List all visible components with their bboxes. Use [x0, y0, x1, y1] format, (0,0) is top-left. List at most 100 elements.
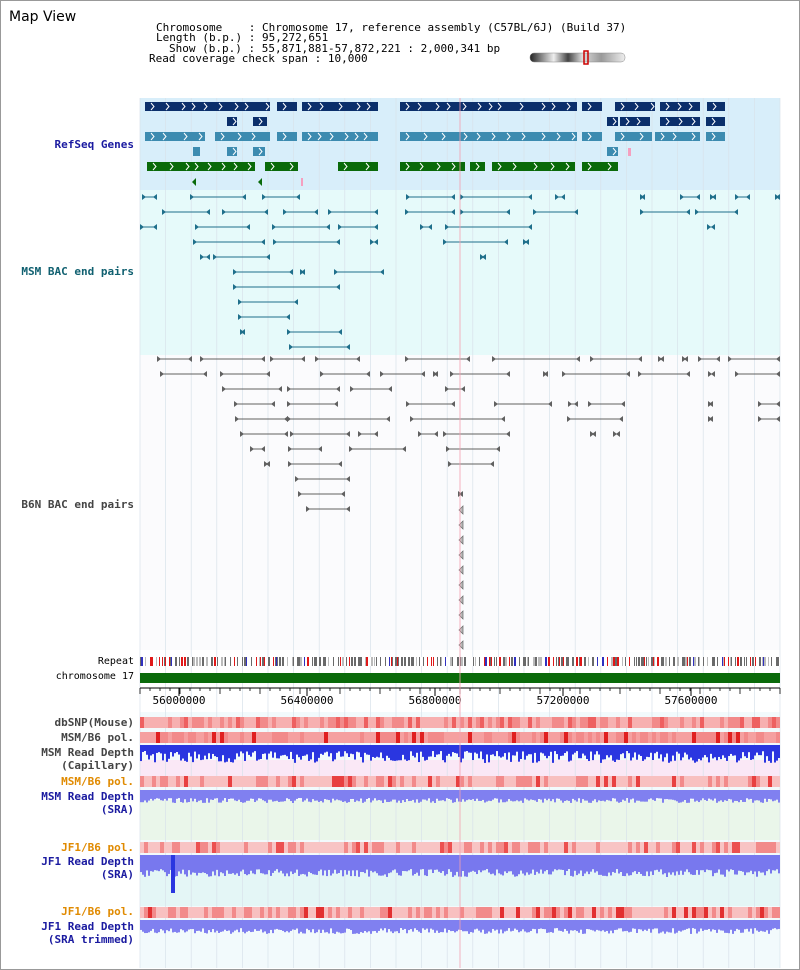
heat-cell: [156, 732, 160, 743]
heat-cell: [308, 776, 312, 787]
jf1-trim-depth-bar: [468, 920, 470, 934]
jf1-trim-depth-bar: [388, 920, 390, 930]
capillary-depth-bar: [246, 745, 248, 752]
msm-sra-depth-bar: [246, 790, 248, 801]
heat-cell: [732, 907, 736, 918]
jf1-trim-depth-bar: [330, 920, 332, 929]
jf1-sra-depth-bar: [186, 855, 188, 877]
heat-cell: [144, 842, 148, 853]
gene-block: [227, 117, 237, 126]
jf1-sra-depth-bar: [712, 855, 714, 877]
jf1-trim-depth-bar: [738, 920, 740, 930]
gene-block: [470, 162, 485, 171]
msm-bac-pair-features[interactable]: [140, 194, 780, 350]
jf1-trim-depth-bar: [412, 920, 414, 932]
msm-sra-depth-bar: [462, 790, 464, 800]
b6n-pair-end: [266, 461, 270, 467]
gene-block: [620, 117, 650, 126]
heat-cell: [708, 907, 712, 918]
jf1-sra-depth-bar: [732, 855, 734, 870]
heat-cell: [324, 732, 328, 743]
b6n-pair-end: [443, 431, 447, 437]
repeat-feature: [416, 657, 417, 666]
repeat-feature: [282, 657, 284, 666]
capillary-depth-bar: [372, 745, 374, 757]
jf1-sra-depth-bar: [444, 855, 446, 876]
jf1-sra-depth-bar: [602, 855, 604, 876]
capillary-depth-bar: [718, 745, 720, 757]
gene-arrow: [289, 162, 294, 171]
jf1-sra-depth-bar: [534, 855, 536, 875]
jf1-trim-depth-bar: [458, 920, 460, 930]
jf1-trim-depth-bar: [770, 920, 772, 931]
capillary-depth-bar: [652, 745, 654, 761]
jf1-sra-depth-bar: [708, 855, 710, 871]
msm-pair-end: [193, 239, 197, 245]
chromosome-ideogram[interactable]: [529, 50, 626, 65]
capillary-depth-bar: [332, 745, 334, 762]
heat-cell: [676, 907, 680, 918]
msm-pair-end: [451, 194, 455, 200]
msm-sra-depth-bar: [626, 790, 628, 799]
refseq-gene-features[interactable]: [145, 102, 725, 186]
heat-cell: [664, 907, 668, 918]
heat-cell: [336, 717, 340, 728]
heat-cell: [680, 907, 684, 918]
heat-cell: [528, 842, 532, 853]
heat-cell: [604, 717, 608, 728]
msm-sra-depth-bar: [428, 790, 430, 799]
label-msm-bac: MSM BAC end pairs: [21, 265, 134, 278]
heat-cell: [524, 842, 528, 853]
heat-cell: [172, 776, 176, 787]
repeat-feature: [411, 657, 413, 666]
jf1-trim-depth-bar: [184, 920, 186, 933]
heat-cell: [184, 842, 188, 853]
heat-cell: [752, 776, 756, 787]
heat-cell: [768, 907, 772, 918]
heat-cell: [524, 907, 528, 918]
msm-sra-depth-bar: [520, 790, 522, 801]
heat-cell: [692, 717, 696, 728]
jf1-sra-depth-bar: [364, 855, 366, 874]
heat-cell: [488, 717, 492, 728]
heat-cell: [472, 732, 476, 743]
jf1-sra-depth-bar: [562, 855, 564, 870]
msm-pair-end: [242, 194, 246, 200]
jf1-sra-depth-bar: [660, 855, 662, 870]
repeat-feature: [561, 657, 562, 666]
jf1-trim-depth-bar: [214, 920, 216, 933]
capillary-depth-bar: [630, 745, 632, 761]
heat-cell: [292, 907, 296, 918]
heat-cell: [556, 732, 560, 743]
gene-arrow: [497, 102, 502, 111]
b6n-pair-end: [568, 401, 572, 407]
repeat-feature: [333, 657, 334, 666]
repeat-feature: [338, 657, 339, 666]
jf1-sra-depth-bar: [324, 855, 326, 871]
capillary-depth-bar: [292, 745, 294, 760]
repeat-feature: [376, 657, 377, 666]
jf1-trim-depth-bar: [762, 920, 764, 932]
repeat-feature: [677, 657, 679, 666]
heat-cell: [632, 717, 636, 728]
b6n-pair-end: [402, 446, 406, 452]
gene-arrow: [354, 132, 359, 141]
repeat-feature: [184, 657, 186, 666]
repeat-feature: [221, 657, 223, 666]
b6n-bac-pair-features[interactable]: [157, 356, 780, 650]
heat-cell: [172, 842, 176, 853]
jf1-sra-depth-bar: [336, 855, 338, 874]
heat-cell: [160, 776, 164, 787]
heat-cell: [500, 907, 504, 918]
msm-sra-depth-bar: [540, 790, 542, 800]
b6n-pair-end: [574, 401, 578, 407]
capillary-depth-bar: [158, 745, 160, 753]
jf1-trim-depth-bar: [588, 920, 590, 930]
heat-cell: [572, 717, 576, 728]
capillary-depth-bar: [518, 745, 520, 762]
repeat-feature: [491, 657, 492, 666]
repeat-feature: [728, 657, 729, 666]
heat-cell: [248, 907, 252, 918]
msm-sra-depth-bar: [406, 790, 408, 799]
